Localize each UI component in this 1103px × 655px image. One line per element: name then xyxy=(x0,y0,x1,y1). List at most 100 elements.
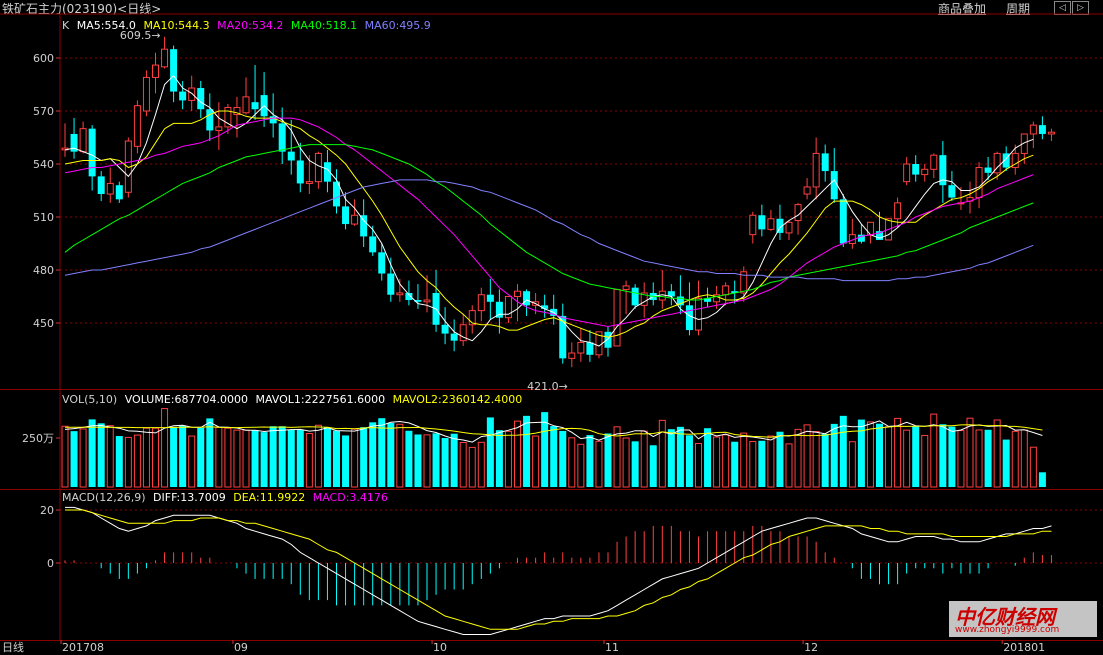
candle-body xyxy=(722,285,730,296)
legend-volume: VOLUME:687704.0000 xyxy=(124,393,248,406)
candle-body xyxy=(839,199,847,244)
volume-bar xyxy=(323,427,331,487)
candle-body xyxy=(993,152,1001,174)
line-ma40 xyxy=(64,144,1034,301)
volume-bar xyxy=(215,426,223,488)
line-diff xyxy=(65,506,1052,635)
overlay-button[interactable]: 商品叠加 xyxy=(938,0,986,17)
candle-body xyxy=(948,185,956,198)
macd-legend: MACD(12,26,9) DIFF:13.7009 DEA:11.9922 M… xyxy=(62,491,392,504)
macd-tick-label: 0 xyxy=(47,557,54,570)
volume-bar xyxy=(839,415,847,487)
candle-body xyxy=(903,163,911,183)
candle-body xyxy=(450,333,458,341)
candle-body xyxy=(776,218,784,233)
candle-body xyxy=(523,291,531,306)
volume-bar xyxy=(242,429,250,488)
volume-bar xyxy=(903,429,911,488)
volume-bar xyxy=(1011,430,1019,488)
candle-body xyxy=(269,116,277,124)
volume-bar xyxy=(722,434,730,488)
price-tick-label: 450 xyxy=(33,317,54,330)
candle-body xyxy=(613,288,621,347)
volume-bar xyxy=(649,445,657,487)
volume-bar xyxy=(152,427,159,488)
volume-bar xyxy=(360,427,368,487)
candle-body xyxy=(414,300,422,302)
candle-body xyxy=(287,151,295,161)
candle-body xyxy=(1038,125,1046,134)
volume-bar xyxy=(514,420,521,488)
volume-tick-label: 250万 xyxy=(22,432,54,445)
legend-k: K xyxy=(62,19,70,32)
volume-bar xyxy=(957,430,965,488)
legend-ma60: MA60:495.9 xyxy=(364,19,431,32)
volume-bar xyxy=(342,435,350,487)
candle-body xyxy=(206,109,214,131)
volume-bar xyxy=(568,437,576,488)
volume-bar xyxy=(305,432,313,488)
volume-bar xyxy=(658,419,666,488)
volume-bar xyxy=(197,427,205,487)
volume-bar xyxy=(586,435,594,487)
volume-bar xyxy=(450,433,458,487)
candle-body xyxy=(939,155,947,186)
candle-body xyxy=(541,305,549,309)
volume-bar xyxy=(233,429,241,488)
volume-bar xyxy=(423,434,431,488)
volume-bar xyxy=(70,431,78,487)
candle-body xyxy=(106,182,114,195)
volume-bar xyxy=(296,429,304,487)
candle-body xyxy=(233,106,241,116)
volume-bar xyxy=(731,441,739,487)
volume-bar xyxy=(333,430,340,487)
candle-body xyxy=(586,342,594,355)
period-button[interactable]: 周期 xyxy=(1006,0,1030,17)
volume-bar xyxy=(115,436,123,487)
volume-bar xyxy=(269,426,277,487)
volume-bar xyxy=(830,423,838,487)
legend-ma40: MA40:518.1 xyxy=(290,19,358,32)
volume-bar xyxy=(559,430,567,487)
volume-bar xyxy=(179,425,187,487)
candle-body xyxy=(857,234,865,242)
candle-body xyxy=(468,310,476,326)
volume-bar xyxy=(912,426,920,487)
volume-bar xyxy=(812,431,820,488)
candle-body xyxy=(224,106,232,128)
candle-body xyxy=(215,126,223,131)
candle-body xyxy=(1011,152,1019,169)
candle-body xyxy=(975,167,983,199)
volume-bar xyxy=(640,430,648,488)
volume-bar xyxy=(188,435,196,488)
candle-body xyxy=(251,102,259,110)
candle-body xyxy=(79,128,87,153)
volume-bar xyxy=(88,419,96,487)
x-tick-label: 201801 xyxy=(1003,641,1045,654)
volume-bar xyxy=(224,427,232,488)
volume-bar xyxy=(685,435,693,487)
candle-body xyxy=(423,299,431,303)
candle-body xyxy=(876,231,883,240)
volume-bar xyxy=(785,443,793,488)
volume-bar xyxy=(260,432,268,487)
macd-tick-label: 20 xyxy=(40,504,54,517)
line-dea xyxy=(65,509,1052,630)
volume-bar xyxy=(857,419,865,487)
line-ma20 xyxy=(64,117,1034,328)
candle-body xyxy=(803,186,811,195)
volume-bar xyxy=(885,426,893,488)
volume-bar xyxy=(161,408,169,488)
candle-body xyxy=(378,252,386,274)
legend-vol-name: VOL(5,10) xyxy=(62,393,118,406)
volume-bar xyxy=(695,442,702,488)
candle-body xyxy=(305,181,313,184)
volume-bar xyxy=(369,422,377,487)
volume-bar xyxy=(387,422,395,487)
volume-bar xyxy=(541,412,549,487)
candle-body xyxy=(921,168,929,176)
price-tick-label: 570 xyxy=(33,105,54,118)
volume-bar xyxy=(441,438,449,487)
volume-bar xyxy=(133,434,141,488)
